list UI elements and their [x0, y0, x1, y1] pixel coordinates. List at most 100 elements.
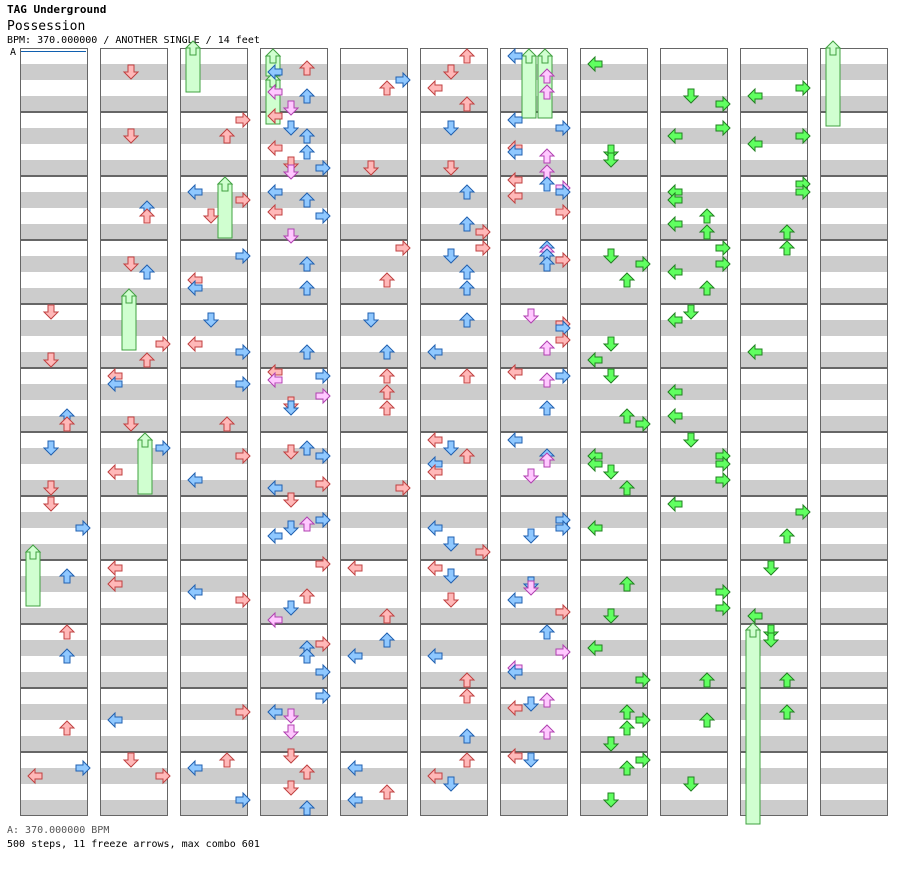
right-arrow-icon	[795, 183, 811, 201]
left-arrow-icon	[427, 463, 443, 481]
measure-frame	[340, 240, 408, 304]
right-arrow-icon	[75, 759, 91, 777]
beat-stripe	[500, 256, 568, 272]
up-arrow-icon	[458, 280, 476, 296]
beat-stripe	[20, 800, 88, 816]
right-arrow-icon	[235, 191, 251, 209]
measure-frame	[740, 112, 808, 176]
right-arrow-icon	[555, 331, 571, 349]
left-arrow-icon	[507, 363, 523, 381]
right-arrow-icon	[235, 111, 251, 129]
beat-stripe	[660, 416, 728, 432]
down-arrow-icon	[42, 304, 60, 320]
beat-stripe	[340, 704, 408, 720]
left-arrow-icon	[667, 191, 683, 209]
measure-frame	[580, 48, 648, 112]
down-arrow-icon	[522, 308, 540, 324]
beat-stripe	[580, 768, 648, 784]
beat-stripe	[260, 192, 328, 208]
beat-stripe	[820, 544, 888, 560]
chart-column	[260, 48, 328, 816]
up-arrow-icon	[778, 704, 796, 720]
right-arrow-icon	[715, 119, 731, 137]
up-arrow-icon	[378, 400, 396, 416]
beat-stripe	[100, 736, 168, 752]
beat-stripe	[580, 288, 648, 304]
beat-stripe	[820, 736, 888, 752]
left-arrow-icon	[267, 479, 283, 497]
down-arrow-icon	[602, 152, 620, 168]
beat-stripe	[740, 96, 808, 112]
up-arrow-icon	[778, 672, 796, 688]
down-arrow-icon	[122, 256, 140, 272]
freeze-head-icon	[24, 544, 42, 560]
up-arrow-icon	[458, 264, 476, 280]
down-arrow-icon	[682, 88, 700, 104]
beat-stripe	[180, 736, 248, 752]
beat-stripe	[100, 544, 168, 560]
beat-stripe	[580, 64, 648, 80]
beat-stripe	[100, 672, 168, 688]
right-arrow-icon	[715, 599, 731, 617]
chart-info: BPM: 370.000000 / ANOTHER SINGLE / 14 fe…	[7, 35, 260, 46]
measure-frame	[660, 48, 728, 112]
up-arrow-icon	[218, 416, 236, 432]
right-arrow-icon	[315, 207, 331, 225]
measure-frame	[340, 624, 408, 688]
measure-frame	[20, 432, 88, 496]
beat-stripe	[340, 320, 408, 336]
down-arrow-icon	[362, 312, 380, 328]
beat-stripe	[660, 448, 728, 464]
right-arrow-icon	[475, 223, 491, 241]
left-arrow-icon	[347, 559, 363, 577]
beat-stripe	[660, 256, 728, 272]
down-arrow-icon	[682, 432, 700, 448]
beat-stripe	[740, 160, 808, 176]
right-arrow-icon	[635, 671, 651, 689]
right-arrow-icon	[315, 475, 331, 493]
beat-stripe	[180, 320, 248, 336]
measure-frame	[420, 560, 488, 624]
beat-stripe	[820, 288, 888, 304]
down-arrow-icon	[42, 440, 60, 456]
right-arrow-icon	[155, 335, 171, 353]
up-arrow-icon	[458, 728, 476, 744]
beat-stripe	[580, 512, 648, 528]
beat-stripe	[580, 192, 648, 208]
measure-frame	[100, 496, 168, 560]
right-arrow-icon	[395, 71, 411, 89]
measure-frame	[420, 304, 488, 368]
measure-frame	[420, 688, 488, 752]
left-arrow-icon	[747, 607, 763, 625]
left-arrow-icon	[267, 611, 283, 629]
left-arrow-icon	[667, 127, 683, 145]
up-arrow-icon	[778, 224, 796, 240]
left-arrow-icon	[347, 759, 363, 777]
down-arrow-icon	[42, 352, 60, 368]
left-arrow-icon	[267, 371, 283, 389]
beat-stripe	[500, 320, 568, 336]
beat-stripe	[740, 416, 808, 432]
up-arrow-icon	[538, 84, 556, 100]
beat-stripe	[660, 480, 728, 496]
up-arrow-icon	[698, 280, 716, 296]
measure-frame	[740, 688, 808, 752]
measure-frame	[820, 624, 888, 688]
beat-stripe	[20, 128, 88, 144]
beat-stripe	[740, 512, 808, 528]
up-arrow-icon	[378, 368, 396, 384]
measure-frame	[260, 304, 328, 368]
measure-frame	[420, 48, 488, 112]
left-arrow-icon	[107, 559, 123, 577]
up-arrow-icon	[618, 704, 636, 720]
beat-stripe	[740, 256, 808, 272]
left-arrow-icon	[667, 407, 683, 425]
measure-frame	[580, 560, 648, 624]
song-header: TAG Underground Possession BPM: 370.0000…	[7, 3, 260, 47]
measure-frame	[260, 368, 328, 432]
right-arrow-icon	[395, 479, 411, 497]
beat-stripe	[260, 352, 328, 368]
beat-stripe	[180, 448, 248, 464]
measure-frame	[340, 368, 408, 432]
up-arrow-icon	[618, 272, 636, 288]
